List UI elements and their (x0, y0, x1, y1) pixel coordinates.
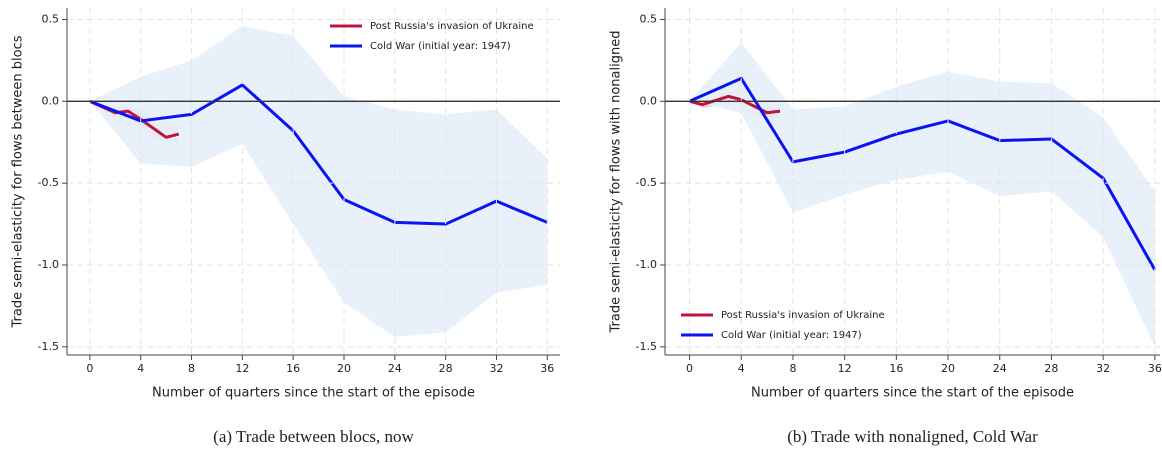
x-tick-label: 16 (889, 362, 903, 375)
series-line (89, 83, 548, 226)
legend-label: Post Russia's invasion of Ukraine (370, 21, 534, 32)
x-tick-label: 28 (1044, 362, 1058, 375)
x-axis-title: Number of quarters since the start of th… (751, 386, 1074, 401)
x-tick-label: 16 (286, 362, 300, 375)
x-tick-label: 20 (941, 362, 955, 375)
y-tick-label: -0.5 (636, 176, 657, 189)
y-tick-label: 0.0 (640, 94, 658, 107)
y-tick-label: -1.0 (38, 258, 59, 271)
x-tick-label: 8 (789, 362, 796, 375)
caption: (a) Trade between blocs, now (213, 427, 414, 446)
plot (89, 26, 548, 337)
series-line (689, 94, 781, 115)
x-tick-label: 20 (337, 362, 351, 375)
confidence-band (89, 26, 548, 337)
y-tick-label: -1.5 (38, 340, 59, 353)
caption: (b) Trade with nonaligned, Cold War (787, 427, 1038, 446)
legend-label: Cold War (initial year: 1947) (721, 330, 862, 341)
x-tick-label: 24 (993, 362, 1007, 375)
legend-label: Cold War (initial year: 1947) (370, 41, 511, 52)
y-axis-title: Trade semi-elasticity for flows with non… (609, 31, 624, 334)
x-tick-label: 0 (86, 362, 93, 375)
x-tick-label: 0 (686, 362, 693, 375)
confidence-band (689, 42, 1155, 347)
x-tick-label: 28 (439, 362, 453, 375)
x-tick-label: 32 (489, 362, 503, 375)
x-tick-label: 8 (188, 362, 195, 375)
y-tick-label: -0.5 (38, 176, 59, 189)
y-tick-label: 0.5 (640, 12, 658, 25)
series-line (688, 76, 1157, 271)
y-axis-title: Trade semi-elasticity for flows between … (11, 35, 26, 328)
x-tick-label: 4 (137, 362, 144, 375)
x-tick-label: 36 (1148, 362, 1162, 375)
x-tick-label: 4 (738, 362, 745, 375)
x-tick-label: 12 (838, 362, 852, 375)
legend-label: Post Russia's invasion of Ukraine (721, 310, 885, 321)
x-tick-label: 12 (235, 362, 249, 375)
y-tick-label: 0.5 (42, 12, 60, 25)
y-tick-label: -1.0 (636, 258, 657, 271)
x-tick-label: 36 (540, 362, 554, 375)
plot (688, 42, 1157, 347)
x-tick-label: 32 (1096, 362, 1110, 375)
x-tick-label: 24 (388, 362, 402, 375)
x-axis-title: Number of quarters since the start of th… (152, 386, 475, 401)
y-tick-label: -1.5 (636, 340, 657, 353)
y-tick-label: 0.0 (42, 94, 60, 107)
